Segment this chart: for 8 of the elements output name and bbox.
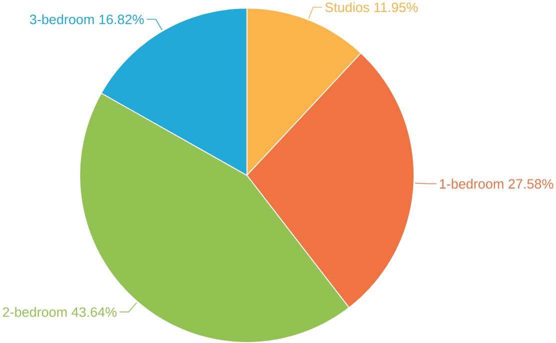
data-label: 27.58% xyxy=(508,179,554,189)
data-label: 11.95% xyxy=(374,2,418,12)
data-label: 16.82% xyxy=(99,14,144,24)
data-label: 43.64% xyxy=(72,307,117,317)
slice-label: 2-bedroom xyxy=(2,307,67,317)
slice-label: 3-bedroom xyxy=(30,14,94,24)
slice-label: Studios xyxy=(325,2,370,12)
slice-label: 1-bedroom xyxy=(440,178,504,189)
